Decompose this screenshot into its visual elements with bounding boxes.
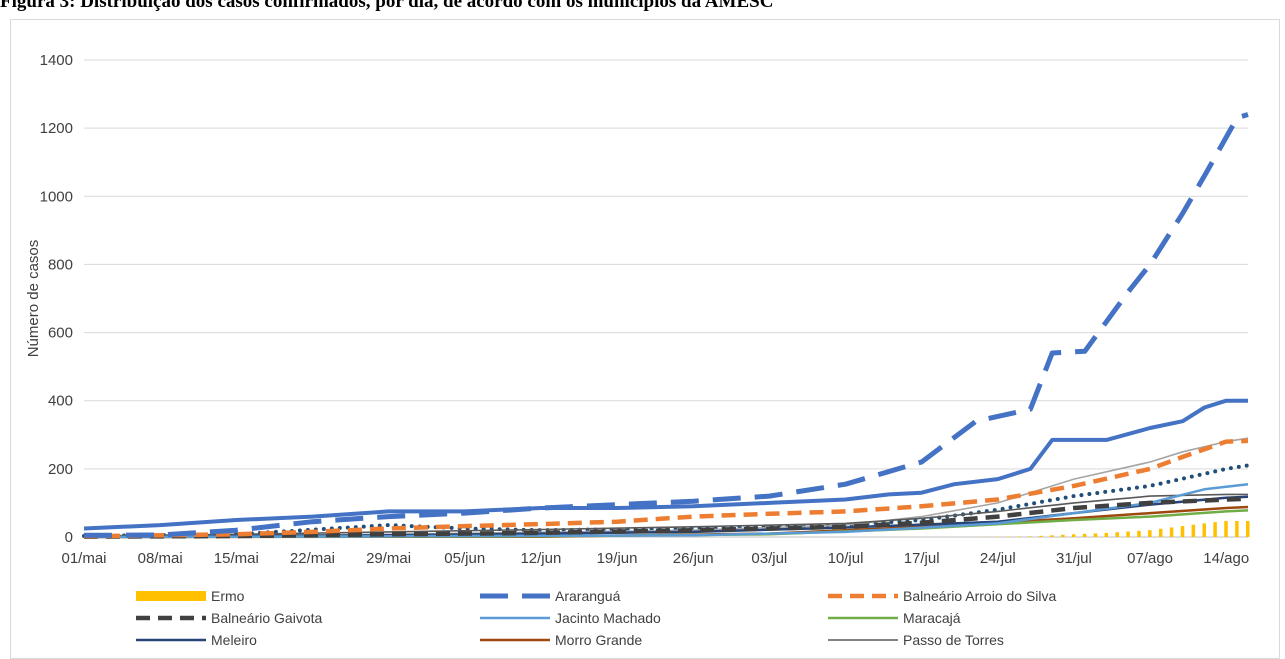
legend-swatch-ermo xyxy=(136,591,206,601)
bar-ermo xyxy=(1192,525,1196,537)
legend-label-passo-de-torres: Passo de Torres xyxy=(903,632,1004,648)
bar-ermo xyxy=(1213,522,1217,537)
x-tick-label: 07/ago xyxy=(1127,550,1173,567)
bar-ermo xyxy=(1072,534,1076,537)
bar-ermo xyxy=(1126,532,1130,537)
bar-ermo xyxy=(1148,530,1152,537)
y-tick-label: 800 xyxy=(48,256,73,273)
x-tick-label: 03/jul xyxy=(751,550,787,567)
legend-label-jacinto-machado: Jacinto Machado xyxy=(555,610,661,626)
y-tick-label: 0 xyxy=(65,529,73,546)
bar-ermo xyxy=(1202,523,1206,537)
bar-ermo xyxy=(1094,533,1098,537)
bar-ermo xyxy=(1050,535,1054,537)
x-tick-label: 17/jul xyxy=(904,550,940,567)
bar-ermo xyxy=(1246,521,1250,537)
legend-label-maracaja: Maracajá xyxy=(903,610,961,626)
x-tick-label: 19/jun xyxy=(597,550,638,567)
bar-ermo xyxy=(1115,532,1119,537)
bar-ermo xyxy=(1181,526,1185,537)
x-tick-label: 05/jun xyxy=(444,550,485,567)
y-tick-label: 600 xyxy=(48,325,73,342)
bar-ermo xyxy=(1235,521,1239,537)
x-tick-label: 22/mai xyxy=(290,550,335,567)
legend-label-meleiro: Meleiro xyxy=(211,632,257,648)
x-tick-label: 10/jul xyxy=(828,550,864,567)
legend-label-ermo: Ermo xyxy=(211,588,245,604)
bar-ermo xyxy=(1224,521,1228,537)
x-tick-label: 31/jul xyxy=(1056,550,1092,567)
legend-label-ararangua: Araranguá xyxy=(555,588,621,604)
bar-ermo xyxy=(1061,535,1065,537)
legend-label-balneario-arroio-do-silva: Balneário Arroio do Silva xyxy=(903,588,1057,604)
bar-ermo xyxy=(1170,527,1174,537)
x-tick-label: 01/mai xyxy=(61,550,106,567)
bar-ermo xyxy=(1105,533,1109,537)
series-line-balneario-arroio-do-silva xyxy=(84,441,1248,536)
x-tick-label: 08/mai xyxy=(138,550,183,567)
bar-ermo xyxy=(1159,529,1163,537)
legend-label-balneario-gaivota: Balneário Gaivota xyxy=(211,610,323,626)
bar-ermo xyxy=(1028,536,1032,537)
x-tick-label: 26/jun xyxy=(673,550,714,567)
x-tick-label: 29/mai xyxy=(366,550,411,567)
x-tick-label: 12/jun xyxy=(520,550,561,567)
bar-ermo xyxy=(1083,534,1087,537)
x-tick-label: 15/mai xyxy=(214,550,259,567)
y-tick-label: 200 xyxy=(48,461,73,478)
x-tick-label: 24/jul xyxy=(980,550,1016,567)
x-tick-label: 14/ago xyxy=(1203,550,1249,567)
bar-ermo xyxy=(1137,531,1141,537)
legend-label-morro-grande: Morro Grande xyxy=(555,632,642,648)
y-tick-label: 1200 xyxy=(40,120,73,137)
series-line-ararangua xyxy=(84,115,1248,536)
bar-ermo xyxy=(1018,536,1022,537)
y-axis-label: Número de casos xyxy=(25,240,42,358)
y-tick-label: 400 xyxy=(48,393,73,410)
y-tick-label: 1000 xyxy=(40,188,73,205)
bar-ermo xyxy=(1039,536,1043,537)
y-tick-label: 1400 xyxy=(40,52,73,69)
